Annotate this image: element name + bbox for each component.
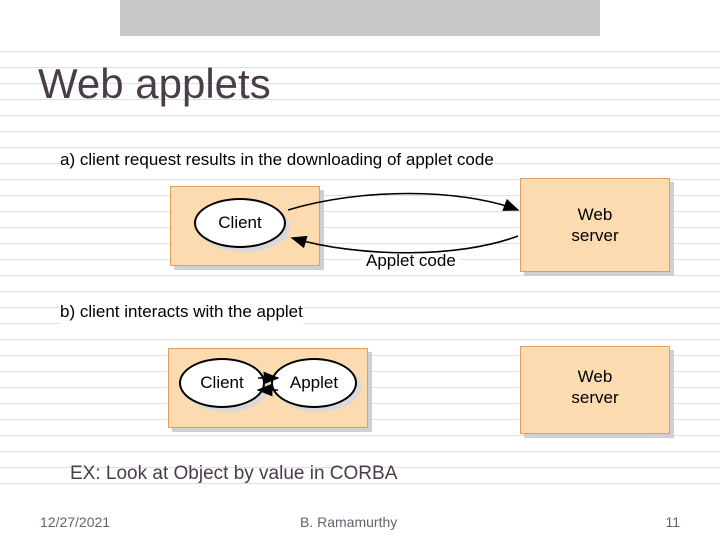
server-b-server: server [571, 388, 618, 407]
example-note: EX: Look at Object by value in CORBA [70, 463, 397, 485]
ellipse-b-applet: Applet [271, 358, 357, 408]
footer-date: 12/27/2021 [40, 514, 110, 530]
footer-author: B. Ramamurthy [300, 514, 397, 530]
ellipse-a-client-label: Client [218, 213, 261, 233]
ellipse-b-client: Client [179, 358, 265, 408]
footer-page: 11 [665, 514, 680, 530]
footer: 12/27/2021 B. Ramamurthy 11 [0, 506, 720, 540]
ellipse-a-client: Client [194, 198, 286, 248]
ellipse-b-client-label: Client [200, 373, 243, 393]
caption-b: b) client interacts with the applet [60, 300, 303, 324]
applet-code-label: Applet code [362, 250, 460, 272]
ellipse-b-applet-label: Applet [290, 373, 338, 393]
caption-a: a) client request results in the downloa… [60, 148, 494, 172]
title-bar-placeholder [120, 0, 600, 36]
server-a-web: Web [578, 205, 613, 224]
server-a-server: server [571, 226, 618, 245]
server-b-label: Web server [545, 366, 645, 409]
slide-title: Web applets [38, 60, 271, 108]
server-a-label: Web server [545, 204, 645, 247]
server-b-web: Web [578, 367, 613, 386]
